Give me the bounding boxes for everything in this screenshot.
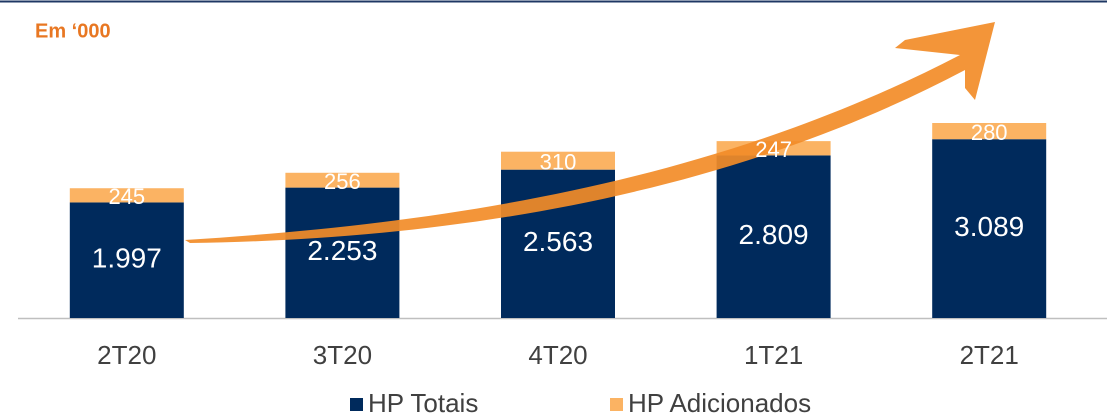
value-label: 256 <box>324 169 361 194</box>
labels: 2T20 1.997 245 3T20 2.253 256 4T20 2.563 310 1T21… <box>92 120 1024 370</box>
x-tick-label: 2T21 <box>960 340 1019 370</box>
value-label: 2.563 <box>523 226 593 257</box>
value-label: 1.997 <box>92 243 162 274</box>
x-tick-label: 2T20 <box>97 340 156 370</box>
value-label: 310 <box>540 149 577 174</box>
value-label: 3.089 <box>954 211 1024 242</box>
value-label: 247 <box>755 137 792 162</box>
chart-title: Em ‘000 <box>35 20 111 42</box>
value-label: 2.809 <box>739 219 809 250</box>
legend: HP Totais HP Adicionados <box>350 388 811 418</box>
legend-swatch <box>610 398 623 411</box>
x-tick-label: 1T21 <box>744 340 803 370</box>
value-label: 280 <box>971 120 1008 145</box>
legend-swatch <box>350 398 363 411</box>
value-label: 2.253 <box>307 235 377 266</box>
x-tick-label: 4T20 <box>528 340 587 370</box>
value-label: 245 <box>108 184 145 209</box>
x-tick-label: 3T20 <box>313 340 372 370</box>
chart: Em ‘000 2T20 1.997 245 3T20 2.253 256 4T20 2.56… <box>0 0 1107 419</box>
legend-label: HP Totais <box>368 388 478 418</box>
legend-label: HP Adicionados <box>628 388 811 418</box>
